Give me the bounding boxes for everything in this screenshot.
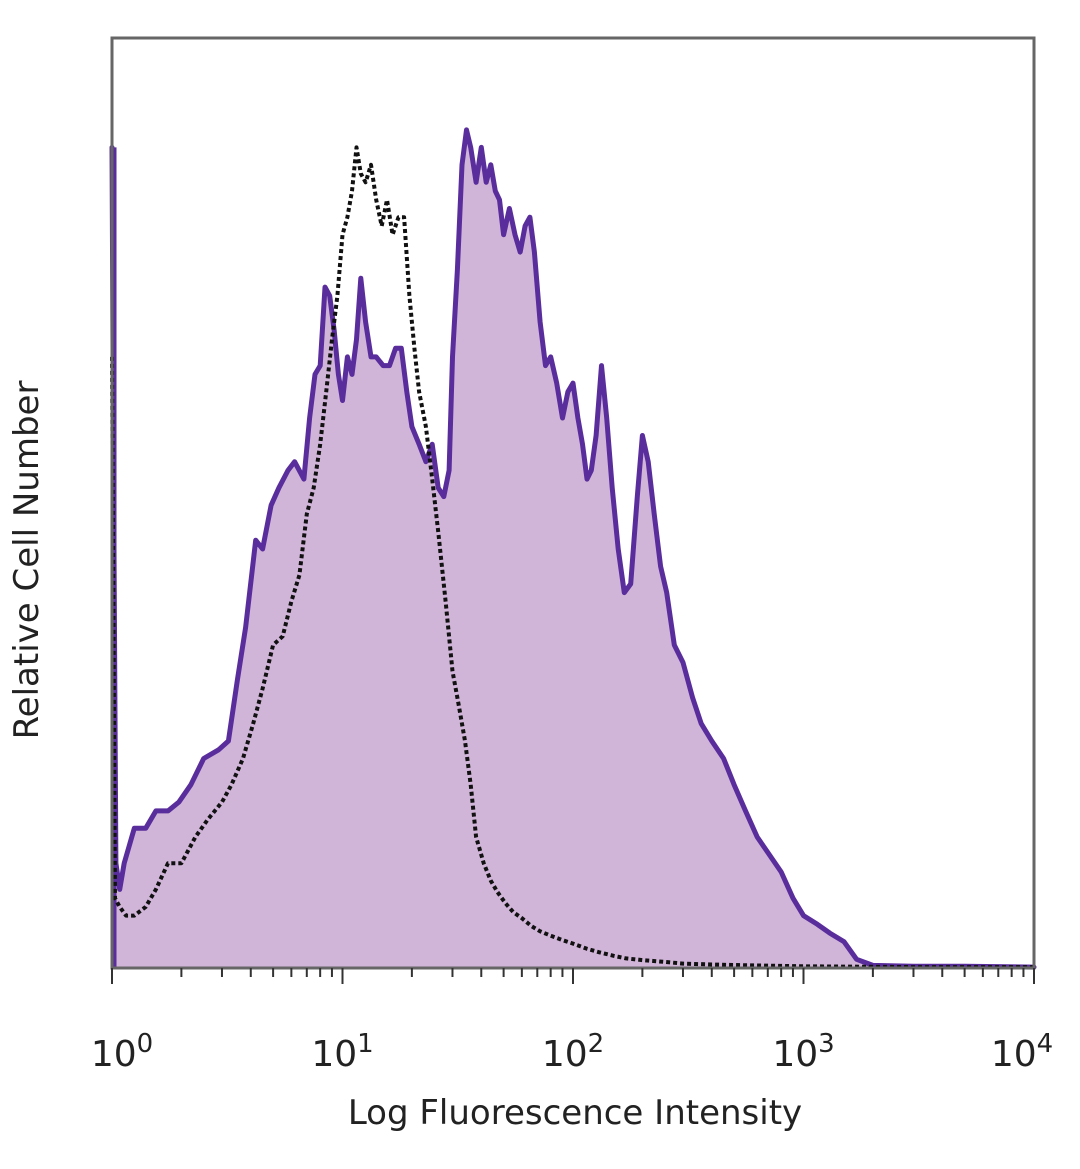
x-axis-title: Log Fluorescence Intensity [348,1093,802,1133]
control-histogram-outline [110,145,1034,970]
plot-area [109,127,1037,970]
x-tick-label: 102 [542,1029,604,1075]
stained-histogram-outline [109,127,1037,970]
y-axis-title: Relative Cell Number [7,381,47,740]
axes-group: 100 101 102 103 104 [91,36,1053,1075]
x-tick-label: 103 [772,1029,834,1075]
stained-histogram-fill [112,129,1034,968]
x-tick-label: 104 [991,1029,1053,1075]
x-tick-label: 101 [311,1029,373,1075]
x-tick-label: 100 [91,1029,153,1075]
